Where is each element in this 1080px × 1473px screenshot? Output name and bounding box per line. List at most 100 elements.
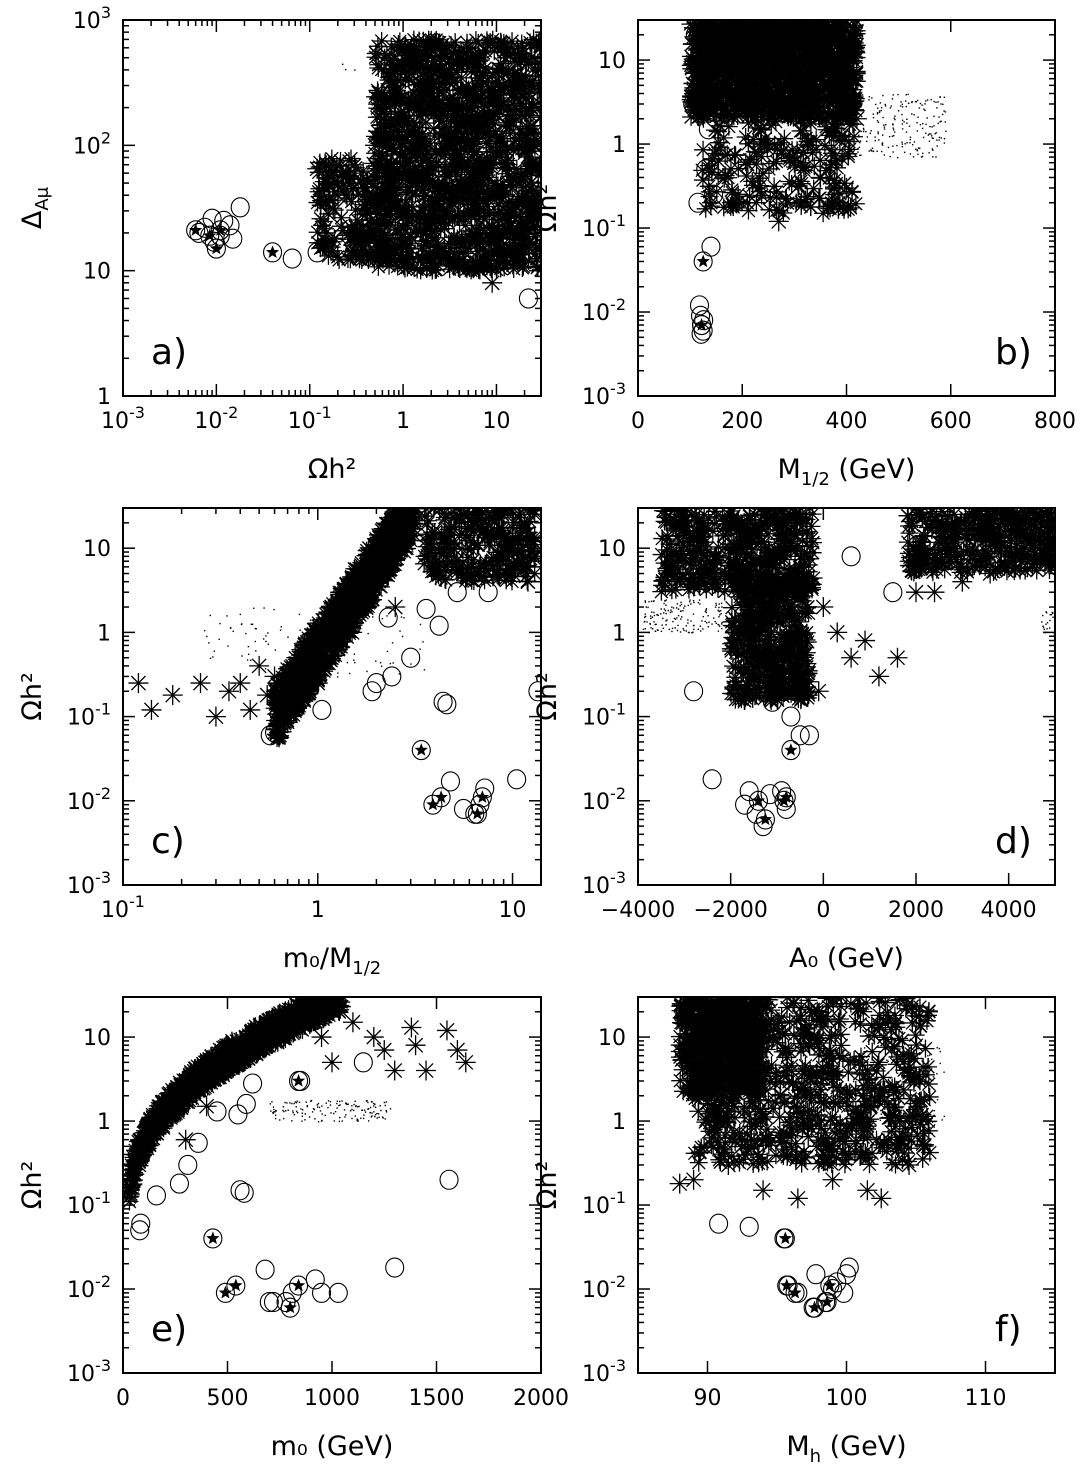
dot-point <box>939 121 941 123</box>
dot-point <box>901 128 904 130</box>
asterisk-point <box>477 113 498 134</box>
asterisk-point <box>486 185 507 206</box>
dot-point <box>331 616 333 619</box>
dot-point <box>916 121 918 124</box>
dot-point <box>935 156 937 158</box>
asterisk-point <box>791 73 810 92</box>
asterisk-point <box>766 112 785 131</box>
dot-point <box>866 136 869 138</box>
dot-point <box>299 629 301 631</box>
asterisk-point <box>437 538 456 557</box>
dot-point <box>933 100 935 103</box>
dot-point <box>264 668 267 670</box>
dot-point <box>903 151 906 154</box>
asterisk-point <box>715 52 734 71</box>
asterisk-point <box>369 533 388 552</box>
dot-point <box>913 141 916 143</box>
asterisk-point <box>367 44 386 63</box>
asterisk-point <box>482 260 501 279</box>
dot-point <box>301 635 304 637</box>
asterisk-point <box>218 681 239 702</box>
dot-point <box>941 113 944 116</box>
asterisk-point <box>447 42 466 61</box>
dot-point <box>420 83 422 85</box>
asterisk-point <box>369 89 388 108</box>
dot-point <box>907 102 910 104</box>
dot-point <box>945 130 947 133</box>
x-tick-label: 10 <box>482 409 510 434</box>
asterisk-point <box>458 508 477 525</box>
asterisk-point <box>389 35 408 54</box>
dot-point <box>858 134 860 137</box>
asterisk-point <box>375 214 394 233</box>
dot-point <box>310 655 312 657</box>
dot-point <box>857 151 859 153</box>
dot-point <box>309 619 312 621</box>
asterisk-point <box>760 200 779 219</box>
asterisk-point <box>351 231 370 250</box>
asterisk-point <box>521 198 540 217</box>
asterisk-point <box>366 87 385 106</box>
dot-point <box>300 639 303 642</box>
asterisk-point <box>840 140 859 159</box>
circle-point <box>507 769 527 790</box>
dot-point <box>254 627 257 630</box>
asterisk-point <box>751 87 770 106</box>
asterisk-point <box>449 147 470 168</box>
asterisk-point <box>478 81 497 100</box>
dot-point <box>892 94 894 96</box>
dot-point <box>247 645 250 648</box>
asterisk-point <box>730 80 749 99</box>
asterisk-point <box>510 250 531 271</box>
dot-point <box>889 155 891 158</box>
y-axis-title: Ωh² <box>17 672 48 721</box>
dot-point <box>880 109 882 112</box>
dot-point <box>937 101 939 103</box>
asterisk-point <box>783 33 802 52</box>
dot-point <box>339 619 342 621</box>
x-tick-label: 0 <box>631 409 645 434</box>
asterisk-point <box>364 135 385 156</box>
asterisk-point <box>426 260 445 279</box>
asterisk-point <box>432 540 451 559</box>
dot-point <box>930 135 933 137</box>
dot-point <box>418 62 420 64</box>
asterisk-point <box>487 148 506 167</box>
circle-point <box>382 666 402 687</box>
dot-point <box>936 145 938 147</box>
dot-point <box>424 84 427 87</box>
asterisk-point <box>366 48 385 67</box>
asterisk-point <box>479 536 498 555</box>
dot-point <box>883 126 886 128</box>
dot-point <box>347 618 350 620</box>
asterisk-point <box>249 655 270 676</box>
asterisk-point <box>843 115 862 134</box>
dot-point <box>943 142 946 144</box>
asterisk-point <box>416 177 435 196</box>
asterisk-point <box>762 43 781 62</box>
asterisk-point <box>497 116 516 135</box>
dot-point <box>909 136 912 138</box>
dot-point <box>919 124 922 126</box>
dot-point <box>419 623 422 626</box>
dot-point <box>250 659 252 662</box>
asterisk-point <box>374 229 393 248</box>
dot-point <box>219 622 221 625</box>
dot-point <box>423 57 426 60</box>
panel-label: c) <box>151 821 185 862</box>
dot-point <box>400 616 403 618</box>
y-tick-label: 10-2 <box>67 784 111 815</box>
asterisk-point <box>709 133 728 152</box>
dot-point <box>857 107 859 109</box>
dot-point <box>901 103 904 105</box>
dot-point <box>876 120 879 122</box>
dot-point <box>927 134 930 136</box>
y-axis-title: ΔAμ <box>17 186 53 229</box>
dot-point <box>868 150 870 152</box>
dot-point <box>375 660 377 662</box>
dot-point <box>418 69 420 72</box>
dot-point <box>251 623 254 626</box>
asterisk-point <box>842 182 861 201</box>
dot-point <box>939 96 941 98</box>
asterisk-point <box>801 132 820 151</box>
